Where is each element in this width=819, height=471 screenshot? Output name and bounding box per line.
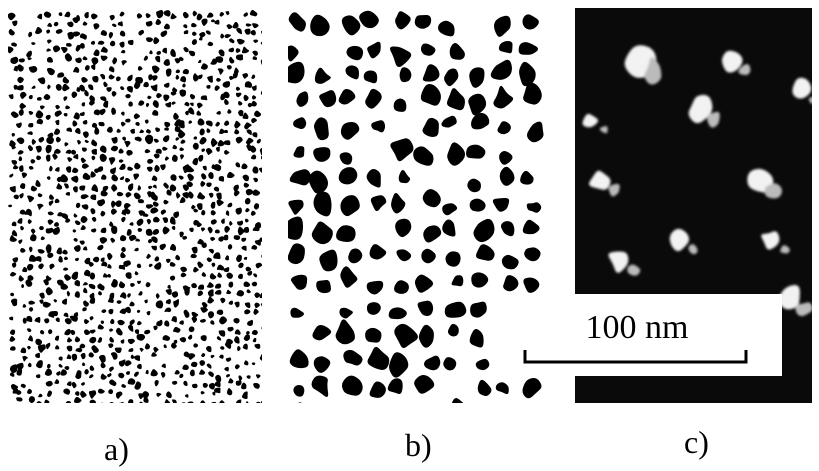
pore: [262, 319, 267, 324]
pore: [187, 401, 193, 406]
pore: [261, 326, 265, 330]
pore: [265, 183, 269, 188]
pore: [66, 401, 71, 407]
pore: [262, 226, 268, 232]
pore: [206, 85, 210, 89]
pore: [201, 95, 208, 100]
scale-label: 100 nm: [586, 309, 689, 346]
pore: [261, 156, 265, 160]
pore: [28, 123, 33, 127]
pore: [94, 110, 101, 116]
figure: 100 nm a) b) c): [0, 0, 819, 471]
pore: [262, 177, 268, 181]
pore: [146, 229, 153, 236]
pore: [525, 405, 536, 420]
pore: [490, 405, 508, 421]
pore: [164, 127, 169, 130]
panel-a-image: [7, 8, 272, 408]
pore: [211, 402, 217, 408]
pore: [261, 252, 267, 259]
pore: [396, 407, 412, 420]
page: 100 nm a) b) c) (() => { const data = JS…: [0, 0, 819, 471]
pore: [284, 62, 305, 84]
pore: [256, 402, 260, 405]
pore: [98, 122, 104, 126]
pore: [263, 339, 267, 344]
scale-bar: 100 nm: [492, 294, 782, 376]
pore: [264, 200, 270, 205]
pore: [264, 130, 270, 135]
pore: [100, 403, 105, 407]
pore: [264, 211, 269, 217]
pore: [37, 97, 42, 101]
panel-label: c): [684, 424, 709, 460]
pore: [265, 103, 269, 108]
pore: [39, 226, 44, 230]
pore: [283, 216, 303, 239]
panel-label: b): [405, 427, 432, 463]
pore: [192, 384, 198, 388]
pore: [264, 383, 270, 392]
pore: [265, 111, 270, 116]
pore: [363, 407, 378, 420]
pore: [215, 56, 223, 63]
panel-label: a): [104, 431, 129, 467]
pore: [262, 246, 269, 253]
pore: [263, 48, 268, 54]
pore: [19, 58, 25, 62]
pore: [181, 402, 186, 408]
pore: [224, 140, 230, 145]
pore: [294, 402, 310, 423]
pore: [422, 405, 439, 422]
pore: [264, 219, 269, 224]
pore: [90, 400, 96, 407]
pore: [264, 286, 267, 289]
pore: [265, 374, 269, 379]
pore: [265, 266, 272, 273]
pore: [263, 74, 271, 80]
pore: [343, 406, 353, 417]
pore: [310, 409, 329, 425]
